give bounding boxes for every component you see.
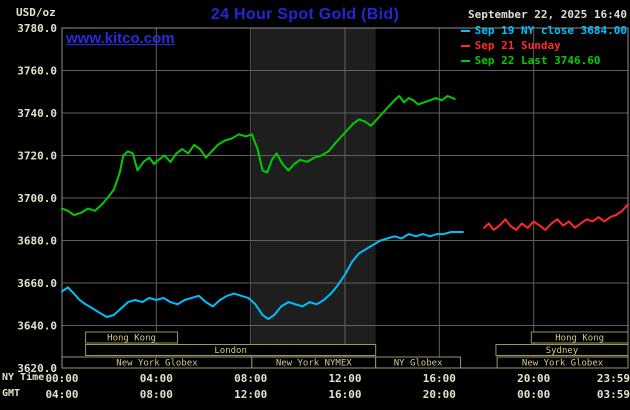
y-tick-label: 3640.0: [17, 320, 57, 333]
session-label: New York NYMEX: [276, 359, 352, 369]
page-title: 24 Hour Spot Gold (Bid): [210, 6, 400, 23]
legend-item: Sep 21 Sunday: [460, 39, 561, 52]
x-tick-label-ny: 20:00: [517, 372, 550, 385]
x-tick-label-gmt: 16:00: [328, 388, 361, 401]
y-tick-label: 3620.0: [17, 362, 57, 375]
x-tick-label-gmt: 12:00: [234, 388, 267, 401]
y-tick-label: 3660.0: [17, 277, 57, 290]
y-tick-label: 3740.0: [17, 107, 57, 120]
session-label: New York Globex: [522, 359, 604, 369]
x-tick-label-gmt: 04:00: [45, 388, 78, 401]
legend-dash-icon: [460, 59, 470, 62]
session-box: [495, 344, 629, 356]
series-sep21: [483, 203, 629, 231]
legend-item: Sep 22 Last 3746.60: [460, 54, 601, 67]
session-label: NY Globex: [394, 359, 443, 369]
y-tick-label: 3760.0: [17, 65, 57, 78]
x-tick-label-ny: 12:00: [328, 372, 361, 385]
datetime-label: September 22, 2025 16:40: [468, 8, 627, 21]
legend-label: Sep 21 Sunday: [474, 39, 561, 52]
x-tick-label-gmt: 00:00: [517, 388, 550, 401]
legend-label: Sep 19 NY close 3684.00: [474, 24, 627, 37]
session-box: [530, 331, 629, 344]
x-tick-label-gmt: 08:00: [140, 388, 173, 401]
legend-label: Sep 22 Last 3746.60: [474, 54, 601, 67]
legend-dash-icon: [460, 44, 470, 47]
session-label: New York Globex: [116, 359, 198, 369]
kitco-link[interactable]: www.kitco.com: [66, 30, 175, 47]
y-tick-label: 3780.0: [17, 22, 57, 35]
session-label: Hong Kong: [555, 334, 604, 344]
x-tick-label-ny: 00:00: [45, 372, 78, 385]
legend-item: Sep 19 NY close 3684.00: [460, 24, 627, 37]
session-box: [85, 344, 377, 356]
x-tick-label-gmt: 03:59: [597, 388, 630, 401]
x-tick-label-ny: 04:00: [140, 372, 173, 385]
series-sep19: [61, 231, 464, 321]
session-label: Hong Kong: [107, 334, 156, 344]
y-tick-label: 3680.0: [17, 235, 57, 248]
legend-dash-icon: [460, 29, 470, 32]
session-label: Sydney: [546, 346, 579, 356]
x-tick-label-gmt: 20:00: [423, 388, 456, 401]
session-box: [496, 356, 629, 369]
gmt-axis-label: GMT: [2, 388, 21, 399]
session-label: London: [214, 346, 247, 356]
units-label: USD/oz: [16, 6, 56, 19]
legend: Sep 19 NY close 3684.00 Sep 21 Sunday Sep …: [460, 24, 627, 67]
y-tick-label: 3700.0: [17, 192, 57, 205]
session-box: [375, 356, 462, 369]
x-tick-label-ny: 23:59: [597, 372, 630, 385]
x-tick-label-ny: 16:00: [423, 372, 456, 385]
series-sep22: [61, 95, 456, 216]
ny-time-axis-label: NY Time: [2, 372, 45, 383]
x-tick-label-ny: 08:00: [234, 372, 267, 385]
y-tick-label: 3720.0: [17, 150, 57, 163]
session-box: [85, 331, 179, 344]
